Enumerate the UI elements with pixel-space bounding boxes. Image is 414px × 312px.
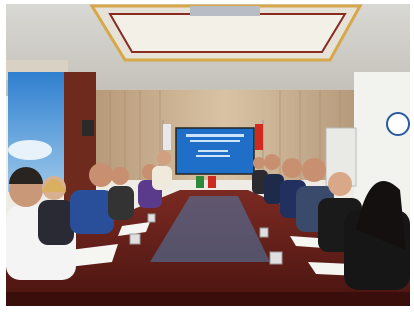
wood-panel <box>64 72 96 202</box>
person <box>108 186 134 220</box>
flag <box>163 124 171 150</box>
ceiling-panel <box>110 14 345 52</box>
photo <box>0 0 414 312</box>
speaker <box>82 120 94 136</box>
flag <box>255 124 263 150</box>
table-edge <box>6 292 410 306</box>
page <box>0 0 414 312</box>
logo <box>387 113 409 135</box>
desk-flag <box>196 176 204 188</box>
projector <box>190 6 260 16</box>
person <box>152 166 172 190</box>
person <box>70 190 114 234</box>
desk-flag <box>208 176 216 188</box>
cloud <box>8 140 52 160</box>
person <box>38 200 74 245</box>
